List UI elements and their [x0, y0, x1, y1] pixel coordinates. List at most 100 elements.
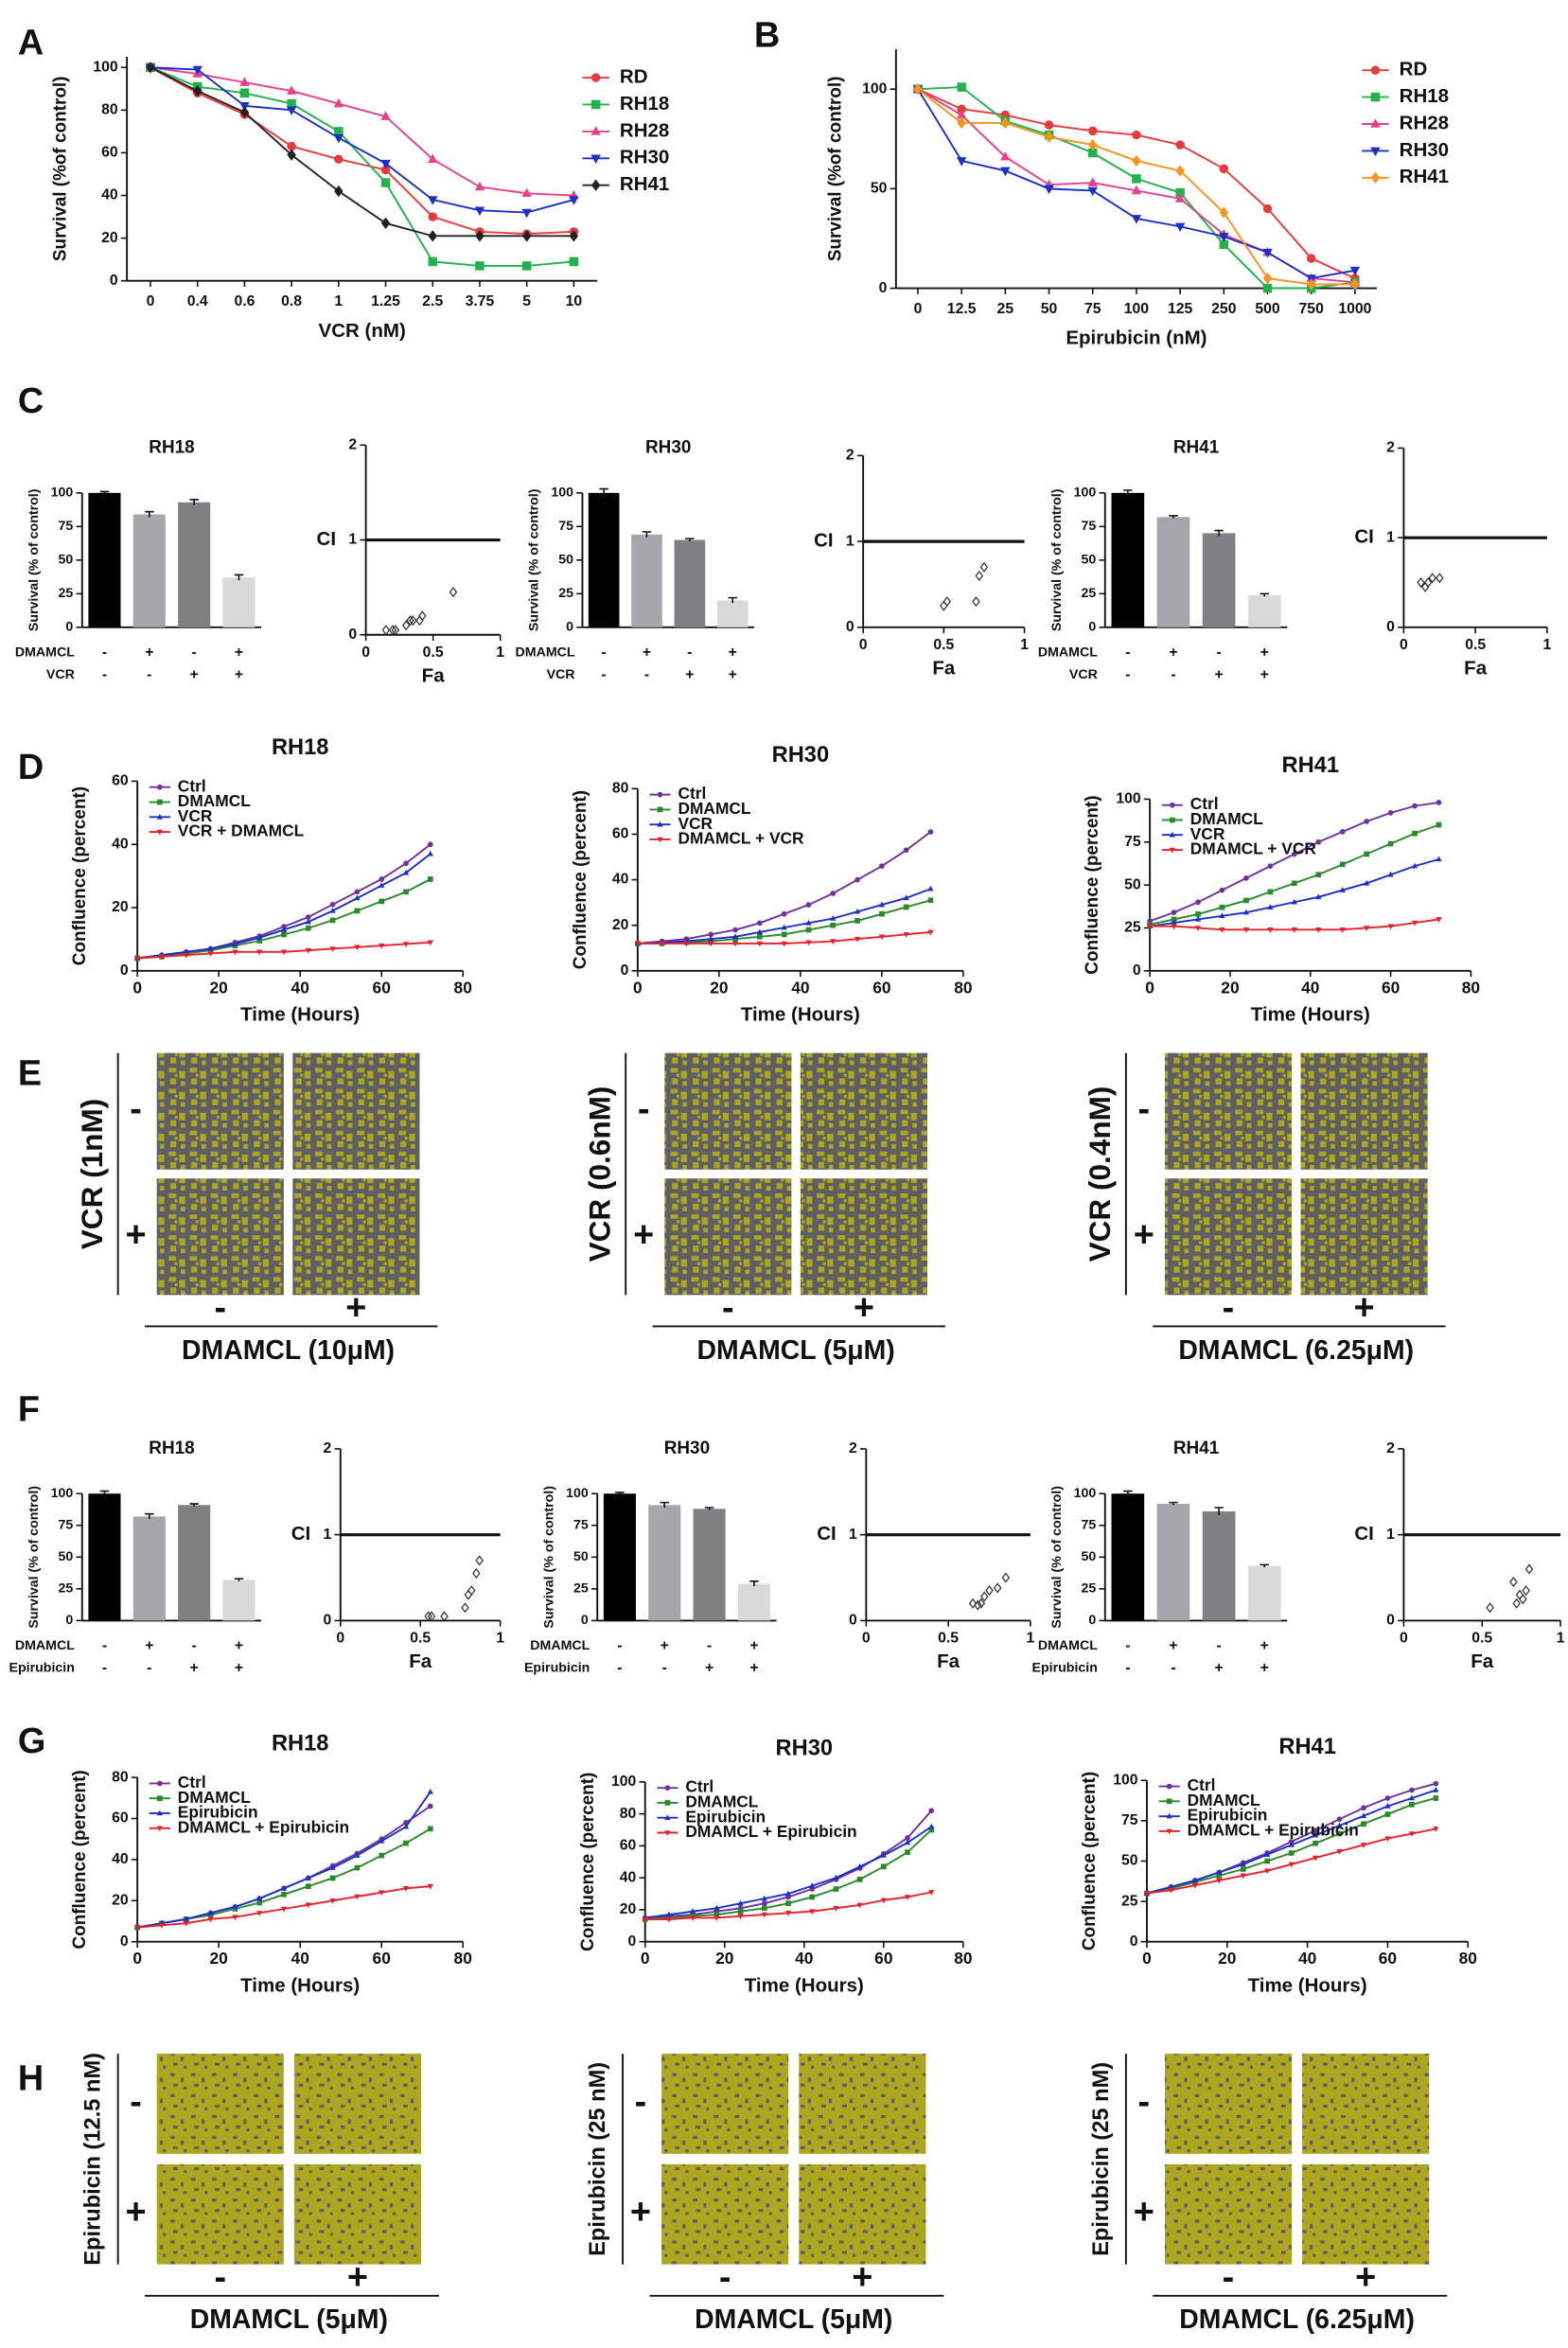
x-axis-label: Fa — [422, 664, 446, 686]
x-tick-label: 60 — [373, 978, 391, 997]
panel-letter: E — [18, 1053, 42, 1093]
point — [833, 1874, 839, 1880]
point — [1262, 248, 1273, 258]
point — [334, 154, 344, 164]
y-tick-label: 0 — [324, 1613, 332, 1629]
row-sign: + — [126, 1215, 147, 1255]
point — [714, 1915, 720, 1921]
point — [665, 1916, 673, 1923]
micrograph — [661, 2054, 789, 2154]
point — [1219, 233, 1229, 242]
point — [1195, 911, 1201, 917]
y-tick-label: 0 — [1386, 1613, 1395, 1629]
treatment-sign: + — [705, 1660, 714, 1676]
chart-title: RH18 — [272, 735, 328, 760]
micrograph — [1300, 1178, 1428, 1296]
legend-marker — [1370, 118, 1381, 128]
point — [928, 1808, 935, 1814]
x-tick-label: 1.25 — [371, 293, 400, 309]
point — [683, 941, 690, 947]
point — [1143, 1891, 1151, 1897]
bar — [222, 577, 255, 627]
y-tick-label: 0 — [1088, 620, 1096, 635]
series-line — [917, 88, 1356, 280]
micrograph — [292, 1052, 420, 1170]
point — [993, 1582, 1002, 1594]
x-tick-label: 0 — [914, 301, 923, 317]
point — [1147, 924, 1154, 930]
point — [1339, 927, 1346, 933]
y-tick-label: 60 — [101, 145, 118, 161]
legend-marker — [1166, 1798, 1172, 1805]
y-tick-label: 1 — [1386, 1527, 1395, 1543]
treatment-sign: + — [685, 667, 694, 683]
legend-marker — [1370, 171, 1381, 184]
point — [757, 933, 763, 940]
point — [192, 65, 203, 76]
y-tick-label: 0 — [65, 1613, 73, 1628]
point — [1364, 851, 1369, 857]
micrograph — [800, 1178, 927, 1296]
x-axis-label: Time (Hours) — [240, 1004, 360, 1026]
point — [830, 915, 837, 921]
point — [784, 1911, 792, 1916]
point — [1412, 830, 1418, 837]
point — [287, 98, 296, 109]
point — [1409, 1801, 1415, 1808]
point — [1384, 1795, 1391, 1801]
point — [403, 1840, 409, 1846]
y-tick-label: 80 — [101, 102, 118, 118]
x-tick-label: 20 — [210, 1949, 228, 1968]
point — [957, 104, 966, 114]
y-tick-label: 80 — [612, 780, 629, 796]
x-axis-label: Time (Hours) — [1251, 1004, 1370, 1026]
legend-label: DMAMCL — [1188, 1791, 1260, 1810]
point — [1168, 1887, 1174, 1894]
point — [1387, 924, 1394, 930]
point — [403, 889, 409, 895]
point — [974, 1599, 982, 1611]
y-tick-label: 25 — [573, 1581, 589, 1597]
point — [1417, 576, 1425, 589]
point — [809, 1894, 816, 1900]
treatment-sign: - — [1171, 1660, 1175, 1676]
legend-label: RH28 — [1400, 112, 1449, 133]
legend-marker — [664, 1814, 671, 1820]
legend-label: RH30 — [620, 147, 669, 168]
point — [1336, 1848, 1343, 1855]
legend-label: DMAMCL — [1190, 809, 1263, 828]
y-tick-label: 75 — [1124, 834, 1141, 850]
point — [956, 109, 967, 119]
bar — [631, 534, 662, 627]
point — [1486, 1602, 1494, 1614]
legend-marker — [657, 791, 663, 798]
y-tick-label: 0 — [1088, 1613, 1096, 1628]
y-tick-label: 100 — [551, 485, 573, 501]
point — [1339, 887, 1346, 892]
point — [1306, 278, 1316, 291]
y-tick-label: 60 — [620, 1838, 637, 1854]
point — [1436, 821, 1442, 828]
x-axis-label: Time (Hours) — [745, 1974, 864, 1996]
point — [1001, 1572, 1011, 1583]
x-tick-label: 2.5 — [422, 293, 443, 309]
x-tick-label: 0.4 — [187, 293, 208, 309]
point — [1339, 861, 1346, 868]
treatment-sign: - — [602, 667, 607, 683]
point — [761, 1895, 767, 1901]
point — [1194, 926, 1202, 931]
point — [1339, 828, 1346, 835]
point — [354, 1894, 361, 1900]
point — [1132, 154, 1141, 168]
x-tick-label: 80 — [954, 1949, 972, 1968]
point — [731, 933, 739, 940]
y-tick-label: 60 — [112, 1810, 129, 1827]
point — [354, 944, 361, 951]
x-tick-label: 60 — [872, 978, 890, 997]
legend-label: RD — [620, 65, 648, 87]
treatment-sign: + — [1260, 667, 1269, 683]
point — [1360, 1843, 1367, 1848]
x-tick-label: 80 — [1462, 978, 1480, 997]
micrograph — [156, 2163, 284, 2265]
x-tick-label: 250 — [1211, 301, 1237, 317]
